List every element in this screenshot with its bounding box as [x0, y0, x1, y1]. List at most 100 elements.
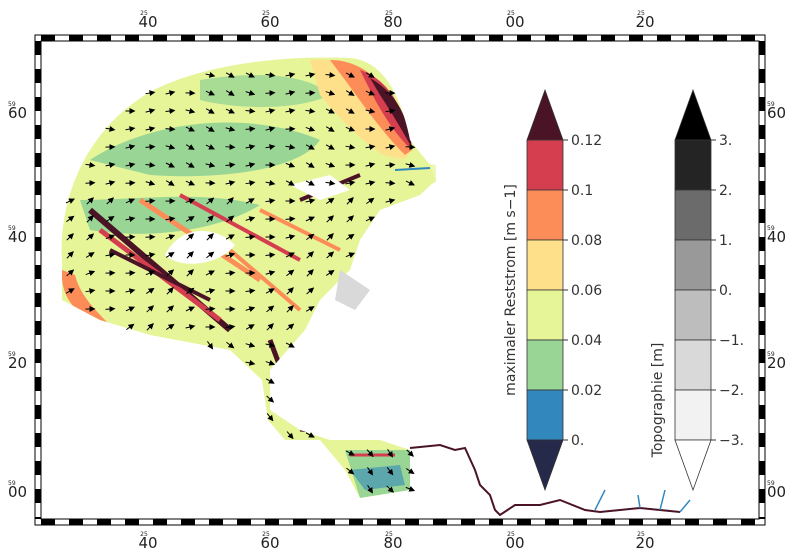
current-colorbar-segment [526, 139, 564, 191]
current-arrow [305, 144, 315, 150]
current-colorbar-tick-label: 0.06 [571, 283, 602, 299]
current-arrow [305, 90, 316, 97]
current-arrow [245, 198, 255, 204]
tick-minutes: 20 [635, 13, 654, 31]
current-colorbar-segment [526, 339, 564, 391]
current-arrow [325, 179, 336, 186]
current-arrow [226, 197, 234, 205]
tick-degree: 59 [767, 101, 775, 108]
current-arrow [125, 216, 136, 223]
current-arrow [145, 252, 156, 259]
current-arrow [145, 108, 156, 115]
topography-colorbar-tick-label: −1. [719, 333, 744, 349]
tick-degree: 59 [767, 480, 775, 487]
current-arrow [125, 144, 136, 151]
current-arrow [286, 269, 295, 277]
current-arrow [245, 234, 256, 241]
current-arrow [305, 198, 316, 205]
current-arrow [285, 143, 296, 150]
current-arrow [206, 197, 215, 205]
current-arrow [186, 251, 194, 259]
current-arrow [385, 126, 396, 133]
current-arrow [125, 180, 136, 187]
current-arrow [325, 71, 336, 78]
current-arrow [225, 72, 235, 78]
current-arrow [207, 341, 214, 350]
current-arrow [345, 450, 355, 456]
current-arrow [205, 108, 215, 114]
current-colorbar-tick-label: 0. [571, 433, 584, 449]
current-arrow [166, 323, 175, 330]
current-arrow [265, 378, 275, 384]
topography-colorbar-tick-label: 1. [719, 233, 732, 249]
current-arrow [365, 162, 376, 169]
current-arrow [85, 161, 96, 168]
current-arrow [346, 215, 355, 223]
current-arrow [165, 125, 176, 132]
current-arrow [285, 234, 296, 241]
current-arrow [265, 252, 276, 259]
current-arrow [326, 197, 335, 204]
topography-colorbar-segment [674, 289, 712, 341]
current-arrow [225, 234, 235, 240]
tick-degree: 25 [140, 10, 148, 17]
current-arrow [185, 198, 196, 205]
current-arrow [366, 197, 375, 205]
current-arrow [306, 233, 315, 241]
current-arrow [205, 144, 215, 150]
map-frame [34, 34, 766, 526]
tick-degree: 59 [8, 351, 16, 358]
topography-colorbar-tick-label: −3. [719, 433, 744, 449]
current-arrow [385, 162, 396, 169]
current-arrow [265, 144, 276, 151]
current-arrow [305, 72, 316, 79]
current-arrow [345, 108, 355, 114]
current-arrow [225, 324, 236, 331]
current-arrow [226, 215, 235, 223]
current-arrow [205, 306, 216, 313]
current-arrow [165, 252, 175, 258]
topography-colorbar-segment [674, 239, 712, 291]
tick-minutes: 00 [505, 534, 524, 552]
current-arrow [145, 198, 156, 205]
current-arrow [245, 216, 256, 223]
tick-degree: 59 [8, 225, 16, 232]
current-colorbar-max-triangle [526, 88, 564, 141]
current-arrow [105, 252, 116, 259]
current-arrow [305, 162, 315, 168]
current-arrow [245, 107, 256, 114]
current-arrow [225, 270, 236, 277]
tick-degree: 25 [140, 531, 148, 538]
current-colorbar-segment [526, 389, 564, 441]
tick-minutes: 80 [383, 534, 402, 552]
current-arrow [305, 306, 315, 312]
tick-degree: 25 [262, 531, 270, 538]
tick-degree: 25 [507, 10, 515, 17]
current-arrow [226, 341, 235, 349]
tick-degree: 25 [637, 531, 645, 538]
current-arrow [145, 179, 156, 186]
current-arrow [205, 288, 216, 295]
current-arrow [345, 143, 356, 150]
current-arrow [285, 216, 296, 223]
current-arrow [85, 288, 96, 295]
current-colorbar-tick-label: 0.1 [571, 183, 593, 199]
current-arrow [185, 306, 195, 312]
current-arrow [206, 251, 215, 259]
current-arrow [245, 180, 256, 187]
current-arrow [405, 161, 416, 168]
tick-minutes: 60 [260, 534, 279, 552]
current-arrow [386, 467, 394, 476]
current-arrow [165, 90, 176, 97]
current-arrow [325, 126, 335, 132]
current-arrow [205, 270, 215, 276]
current-arrow [345, 126, 356, 132]
topography-colorbar-max-triangle [674, 88, 712, 141]
tick-minutes: 00 [8, 483, 27, 501]
current-arrow [265, 108, 276, 115]
